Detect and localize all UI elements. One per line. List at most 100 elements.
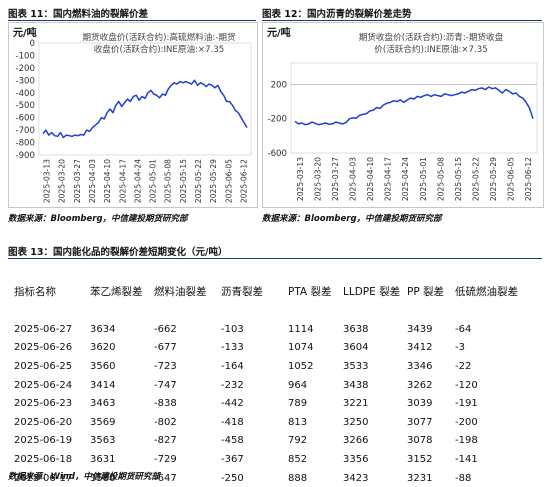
table-cell: 3412 [407,342,433,354]
plot-area [290,62,538,154]
x-tick-label: 2025-05-29 [209,159,218,203]
table-cell: 2025-06-27 [14,323,73,335]
table-cell: 3569 [90,416,116,428]
table-cell: -827 [154,435,177,447]
table-cell: -838 [154,398,177,410]
table-source: 数据来源：Wind，中信建投期货研究部 [8,472,160,482]
table-cell: 2025-06-23 [14,398,73,410]
x-tick-label: 2025-03-20 [58,159,67,203]
table-cell: 2025-06-17 [14,472,73,484]
table-header-row: 指标名称 苯乙烯裂差 燃料油裂差 沥青裂差 PTA 裂差 LLDPE 裂差 PP… [14,276,540,306]
table-cell: 3221 [343,398,369,410]
table-header-cell: 沥青裂差 [221,285,263,298]
table-cell: 3266 [343,435,369,447]
table-figure-title: 图表 13：国内能化品的裂解价差短期变化（元/吨） [8,247,228,258]
table-cell: -133 [221,342,244,354]
table-header-cell: LLDPE 裂差 [343,285,401,298]
table-row: 2025-06-23 3463 -838 -442 789 3221 3039 -191 [14,394,540,413]
x-tick-label: 2025-05-08 [436,157,445,201]
table-cell: 3039 [407,398,433,410]
x-tick-label: 2025-05-08 [164,159,173,203]
table-cell: -200 [455,416,478,428]
table-cell: 3152 [407,453,433,465]
x-tick-label: 2025-04-03 [88,159,97,203]
chart1-panel: 元/吨 期货收盘价(活跃合约):高硫燃料油:-期货 收盘价(活跃合约):INE原油:… [8,22,258,208]
table-cell: 3631 [90,453,116,465]
table-cell: -198 [455,435,478,447]
table-cell: 3346 [407,360,433,372]
legend-text: 期货收盘价(活跃合约):高硫燃料油:-期货 [82,31,236,43]
table-cell: -647 [154,472,177,484]
table-header-cell: 燃料油裂差 [154,285,207,298]
chart2-panel: 元/吨 期货收盘价(活跃合约):沥青:-期货收盘 价(活跃合约):INE原油:×7.… [262,22,544,208]
y-tick-label: -500 [15,101,35,111]
x-tick-label: 2025-04-24 [133,159,142,203]
table-cell: -22 [455,360,472,372]
y-tick-label: 200 [271,80,287,90]
table-cell: 3078 [407,435,433,447]
table-title-rule [8,258,542,259]
chart1-source: 数据来源：Bloomberg，中信建投期货研究部 [8,214,188,224]
y-tick-label: 0 [30,39,35,49]
table-cell: 3463 [90,398,116,410]
table-cell: -120 [455,379,478,391]
table-cell: -442 [221,398,244,410]
table-cell: 3634 [90,323,116,335]
table-cell: 2025-06-19 [14,435,73,447]
chart1-figure-title: 图表 11：国内燃料油的裂解价差 [8,9,149,20]
table-cell: -141 [455,453,478,465]
chart1-title-rule [8,20,256,21]
chart2-figure-title: 图表 12：国内沥青的裂解价差走势 [262,9,412,20]
table-cell: -677 [154,342,177,354]
x-tick-label: 2025-05-15 [179,159,188,203]
chart2-title-rule [262,20,542,21]
table-cell: 3638 [343,323,369,335]
x-tick-label: 2025-03-20 [313,157,322,201]
table-row: 2025-06-19 3563 -827 -458 792 3266 3078 -198 [14,432,540,451]
table-cell: 3563 [90,435,116,447]
table-cell: -418 [221,416,244,428]
table-cell: -747 [154,379,177,391]
table-cell: -458 [221,435,244,447]
x-tick-label: 2025-04-17 [118,159,127,203]
table-cell: 2025-06-25 [14,360,73,372]
table-cell: 964 [288,379,308,391]
plot-area [38,42,252,156]
table-row: 2025-06-24 3414 -747 -232 964 3438 3262 -120 [14,376,540,395]
table-cell: 2025-06-18 [14,453,73,465]
y-tick-label: -100 [15,51,35,61]
table-header-cell: PP 裂差 [407,285,445,298]
table-cell: 3438 [343,379,369,391]
y-tick-label: -800 [15,139,35,149]
table-header-cell: 指标名称 [14,285,56,298]
table-cell: 3356 [343,453,369,465]
legend-text: 期货收盘价(活跃合约):沥青:-期货收盘 [359,31,504,43]
table-cell: 3604 [343,342,369,354]
x-tick-label: 2025-06-05 [507,157,516,201]
x-tick-label: 2025-06-05 [224,159,233,203]
table-cell: -367 [221,453,244,465]
x-tick-label: 2025-06-12 [239,159,248,203]
table-row: 2025-06-26 3620 -677 -133 1074 3604 3412 -3 [14,339,540,358]
x-tick-label: 2025-04-10 [103,159,112,203]
y-tick-label: -600 [15,114,35,124]
x-tick-label: 2025-05-01 [149,159,158,203]
table-cell: 3231 [407,472,433,484]
table-cell: 789 [288,398,308,410]
table-cell: -164 [221,360,244,372]
table-cell: 3423 [343,472,369,484]
chart1-svg: 元/吨 期货收盘价(活跃合约):高硫燃料油:-期货收盘价(活跃合约):INE原油:… [13,26,252,203]
table-cell: -729 [154,453,177,465]
table-cell: -103 [221,323,244,335]
x-tick-label: 2025-06-12 [524,157,533,201]
table-cell: 3414 [90,379,116,391]
x-tick-label: 2025-05-22 [472,157,481,201]
x-tick-label: 2025-04-03 [349,157,358,201]
chart2-svg: 元/吨 期货收盘价(活跃合约):沥青:-期货收盘价(活跃合约):INE原油:×7.… [267,26,538,201]
table-header-cell: 苯乙烯裂差 [90,285,143,298]
table-row: 2025-06-27 3634 -662 -103 1114 3638 3439 -64 [14,320,540,339]
x-tick-label: 2025-03-13 [296,157,305,201]
table-cell: 1052 [288,360,314,372]
table-cell: 3262 [407,379,433,391]
x-tick-label: 2025-03-27 [73,159,82,203]
